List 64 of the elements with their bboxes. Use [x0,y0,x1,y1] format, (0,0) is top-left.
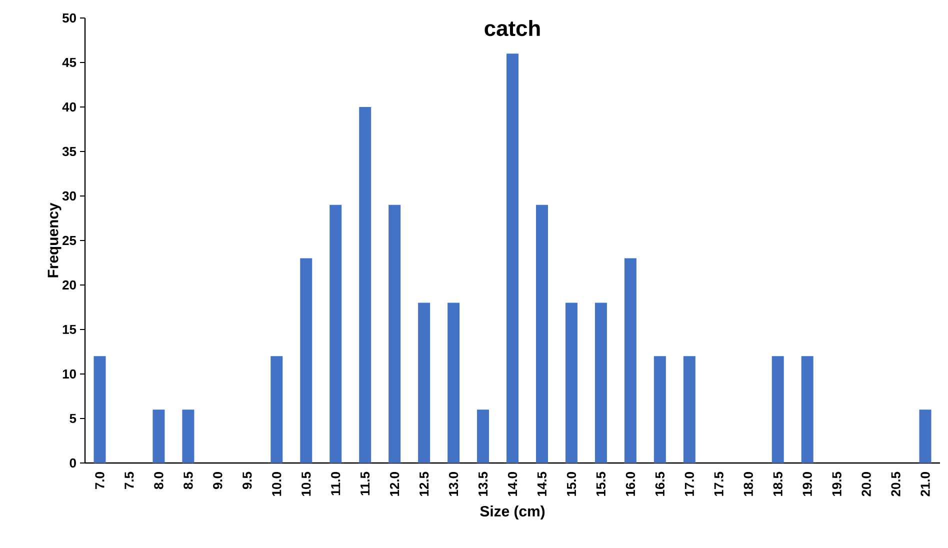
bar [94,356,106,463]
x-tick-label: 17.0 [684,472,694,496]
x-tick-label: 10.5 [302,472,311,496]
y-tick-label: 15 [62,324,76,334]
x-tick-label: 7.0 [95,472,104,489]
bar [801,356,814,463]
bar [182,410,194,463]
bar [536,204,548,463]
y-tick-label: 25 [62,236,76,246]
bar [330,204,342,463]
x-tick-label: 17.5 [714,472,724,496]
y-tick-label: 30 [62,191,76,201]
bar [919,410,932,463]
y-tick-label: 45 [62,58,76,68]
x-tick-label: 9.5 [242,472,252,490]
x-tick-label: 10.0 [272,472,282,496]
bar [594,302,607,463]
x-tick-label: 20.0 [862,472,871,496]
y-tick-label: 0 [70,458,76,468]
x-tick-label: 18.0 [744,472,753,496]
bar [359,106,372,463]
bar [448,302,460,463]
x-tick-label: 15.0 [566,472,576,496]
x-axis-title: Size (cm) [480,506,545,520]
x-tick-label: 8.0 [154,472,164,490]
x-tick-label: 16.5 [655,472,665,496]
y-tick-label: 50 [62,13,76,23]
x-tick-label: 14.5 [537,472,547,496]
y-tick-label: 10 [62,369,76,379]
y-tick-label: 35 [62,146,76,156]
y-tick-label: 40 [62,102,76,112]
x-tick-label: 13.5 [478,472,488,496]
bar [772,356,784,463]
x-tick-label: 12.5 [419,472,429,496]
x-tick-label: 15.5 [596,472,606,496]
x-tick-label: 20.5 [891,472,900,496]
x-tick-label: 18.5 [773,472,782,496]
bar [477,410,490,463]
x-tick-label: 19.5 [832,472,842,496]
x-tick-label: 11.0 [331,472,340,496]
y-tick-label: 5 [70,414,76,423]
x-tick-label: 8.5 [184,472,193,490]
x-tick-label: 9.0 [213,472,222,490]
x-tick-label: 14.0 [508,472,518,496]
x-tick-label: 12.0 [390,472,400,496]
x-tick-label: 16.0 [626,472,636,496]
bar [152,410,165,463]
chart-title: catch [484,20,540,36]
x-tick-label: 11.5 [360,472,370,496]
bar [565,302,578,463]
bar [683,356,696,463]
x-tick-label: 13.0 [448,472,458,496]
x-tick-label: 7.5 [124,472,134,489]
bar [270,356,283,463]
y-tick-label: 20 [62,280,76,290]
bar [300,258,312,463]
bar [654,356,666,463]
x-tick-label: 21.0 [920,472,930,496]
x-tick-label: 19.0 [802,472,812,496]
bar [624,258,636,463]
y-axis-title: Frequency [48,202,62,278]
bar [506,54,519,463]
bar [388,204,401,463]
bar [418,302,430,463]
